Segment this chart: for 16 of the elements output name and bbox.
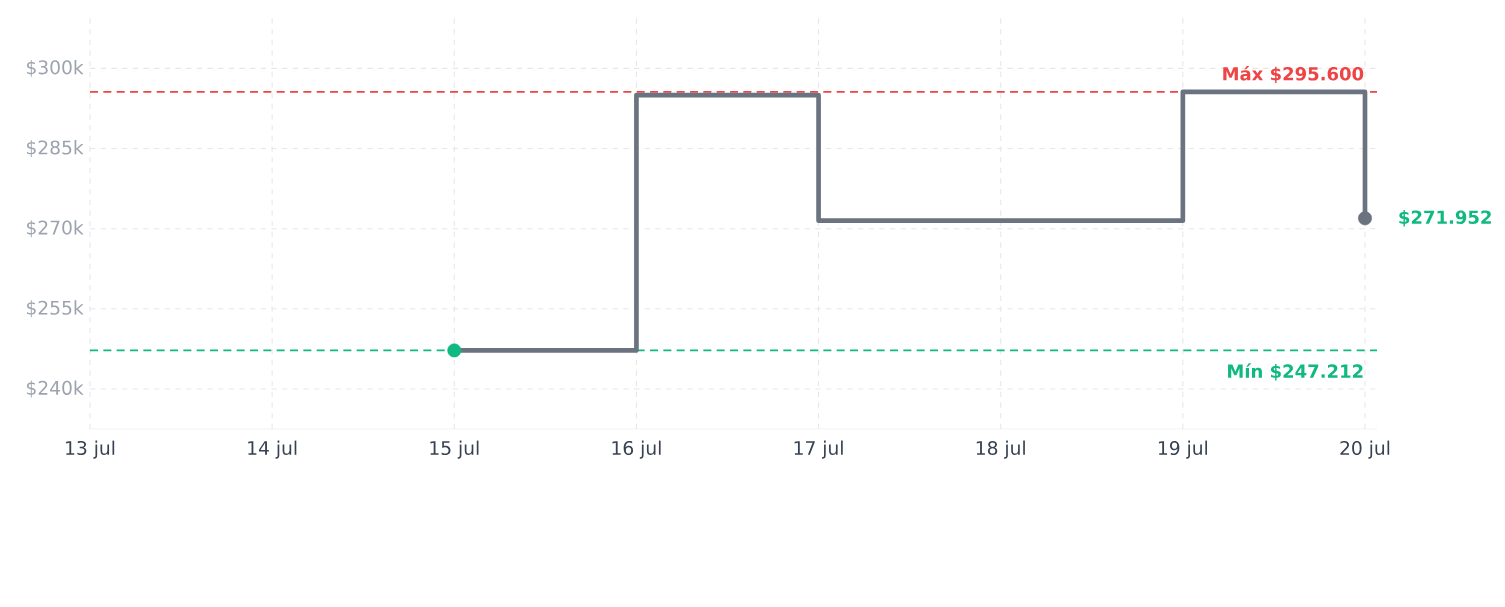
y-tick-label: $285k [26,140,84,157]
y-tick-label: $270k [26,220,84,238]
x-tick-label: 14 jul [248,440,297,459]
x-tick-label: 20 jul [1340,440,1390,459]
y-tick-label: $255k [26,300,84,318]
y-tick-label: $300k [26,59,84,77]
x-tick-label: 13 jul [66,440,115,459]
x-tick-label: 17 jul [794,440,843,459]
x-tick-label: 16 jul [612,440,661,459]
annotation: $271.952 [1399,210,1491,227]
y-tick-label: $240k [26,380,84,398]
x-tick-label: 19 jul [1158,440,1208,459]
x-tick-label: 15 jul [430,440,479,459]
ref-line-label: Máx $295.600 [1223,65,1364,83]
ref-line-label: Mín $247.212 [1228,363,1363,381]
x-tick-label: 18 jul [976,440,1025,459]
